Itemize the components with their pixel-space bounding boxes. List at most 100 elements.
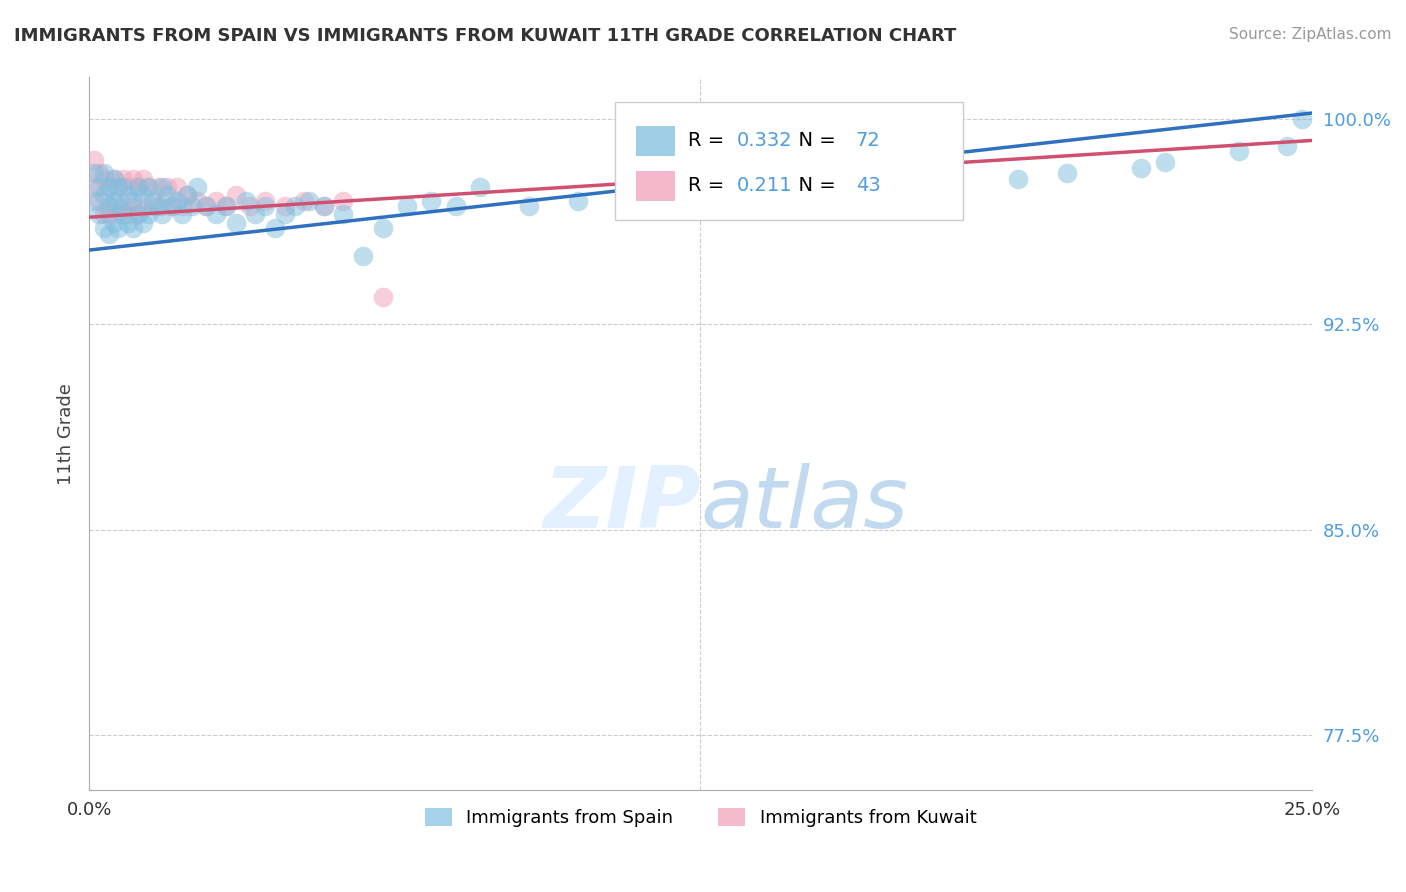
Point [156,188,179,202]
Point [142,194,165,208]
Point [103,171,125,186]
Point [180,199,202,213]
Point [136,180,159,194]
Point [103,216,125,230]
Point [107,180,129,194]
Point [87,207,110,221]
Point [170,207,193,221]
Point [225,216,247,230]
Text: N =: N = [786,176,842,194]
Point [97,227,120,241]
Point [166,194,188,208]
Point [122,194,145,208]
Point [103,194,125,208]
Point [215,199,238,213]
Point [371,290,394,304]
Point [1007,171,1029,186]
Point [371,221,394,235]
Point [93,207,115,221]
Legend: Immigrants from Spain, Immigrants from Kuwait: Immigrants from Spain, Immigrants from K… [418,800,984,834]
Point [444,199,467,213]
Point [127,207,149,221]
Point [1056,166,1078,180]
Point [1291,112,1313,126]
Point [112,180,135,194]
Point [127,180,149,194]
Point [665,180,688,194]
Point [235,194,257,208]
Point [132,188,155,202]
Point [283,199,305,213]
Text: ZIP: ZIP [543,464,700,547]
FancyBboxPatch shape [636,170,675,201]
Point [152,199,174,213]
Text: 0.332: 0.332 [737,130,793,150]
Point [122,171,145,186]
Point [97,180,120,194]
Point [205,194,228,208]
Point [352,249,374,263]
Point [517,199,540,213]
Point [205,207,228,221]
Point [195,199,218,213]
Point [107,199,129,213]
Point [292,194,315,208]
Point [1277,139,1299,153]
Point [811,180,834,194]
Point [170,199,193,213]
Point [420,194,443,208]
Point [83,180,105,194]
Point [122,221,145,235]
Text: 43: 43 [856,176,880,194]
Point [245,207,267,221]
Point [117,180,139,194]
Point [136,180,159,194]
Point [225,188,247,202]
Point [87,166,110,180]
Point [127,180,149,194]
Point [186,180,208,194]
Point [298,194,321,208]
Point [132,216,155,230]
Point [97,180,120,194]
Point [87,180,110,194]
Point [1154,155,1177,169]
Point [160,199,183,213]
Point [395,199,418,213]
Point [93,171,115,186]
Point [156,180,179,194]
FancyBboxPatch shape [636,126,675,156]
Point [264,221,287,235]
Text: R =: R = [689,130,731,150]
Y-axis label: 11th Grade: 11th Grade [58,383,75,484]
Point [152,180,174,194]
Point [103,171,125,186]
Point [166,180,188,194]
Point [112,207,135,221]
Text: Source: ZipAtlas.com: Source: ZipAtlas.com [1229,27,1392,42]
Point [132,199,155,213]
Point [714,194,737,208]
Point [274,199,297,213]
FancyBboxPatch shape [614,103,963,220]
Point [1129,161,1152,175]
Point [117,207,139,221]
Point [312,199,335,213]
Point [616,199,638,213]
Point [910,188,932,202]
Point [215,199,238,213]
Text: IMMIGRANTS FROM SPAIN VS IMMIGRANTS FROM KUWAIT 11TH GRADE CORRELATION CHART: IMMIGRANTS FROM SPAIN VS IMMIGRANTS FROM… [14,27,956,45]
Point [107,207,129,221]
Point [176,188,198,202]
Point [136,207,159,221]
Point [160,199,183,213]
Point [312,199,335,213]
Point [93,166,115,180]
Point [83,194,105,208]
Point [274,207,297,221]
Point [142,199,165,213]
Point [470,180,492,194]
Point [107,180,129,194]
Point [112,171,135,186]
Text: atlas: atlas [700,464,908,547]
